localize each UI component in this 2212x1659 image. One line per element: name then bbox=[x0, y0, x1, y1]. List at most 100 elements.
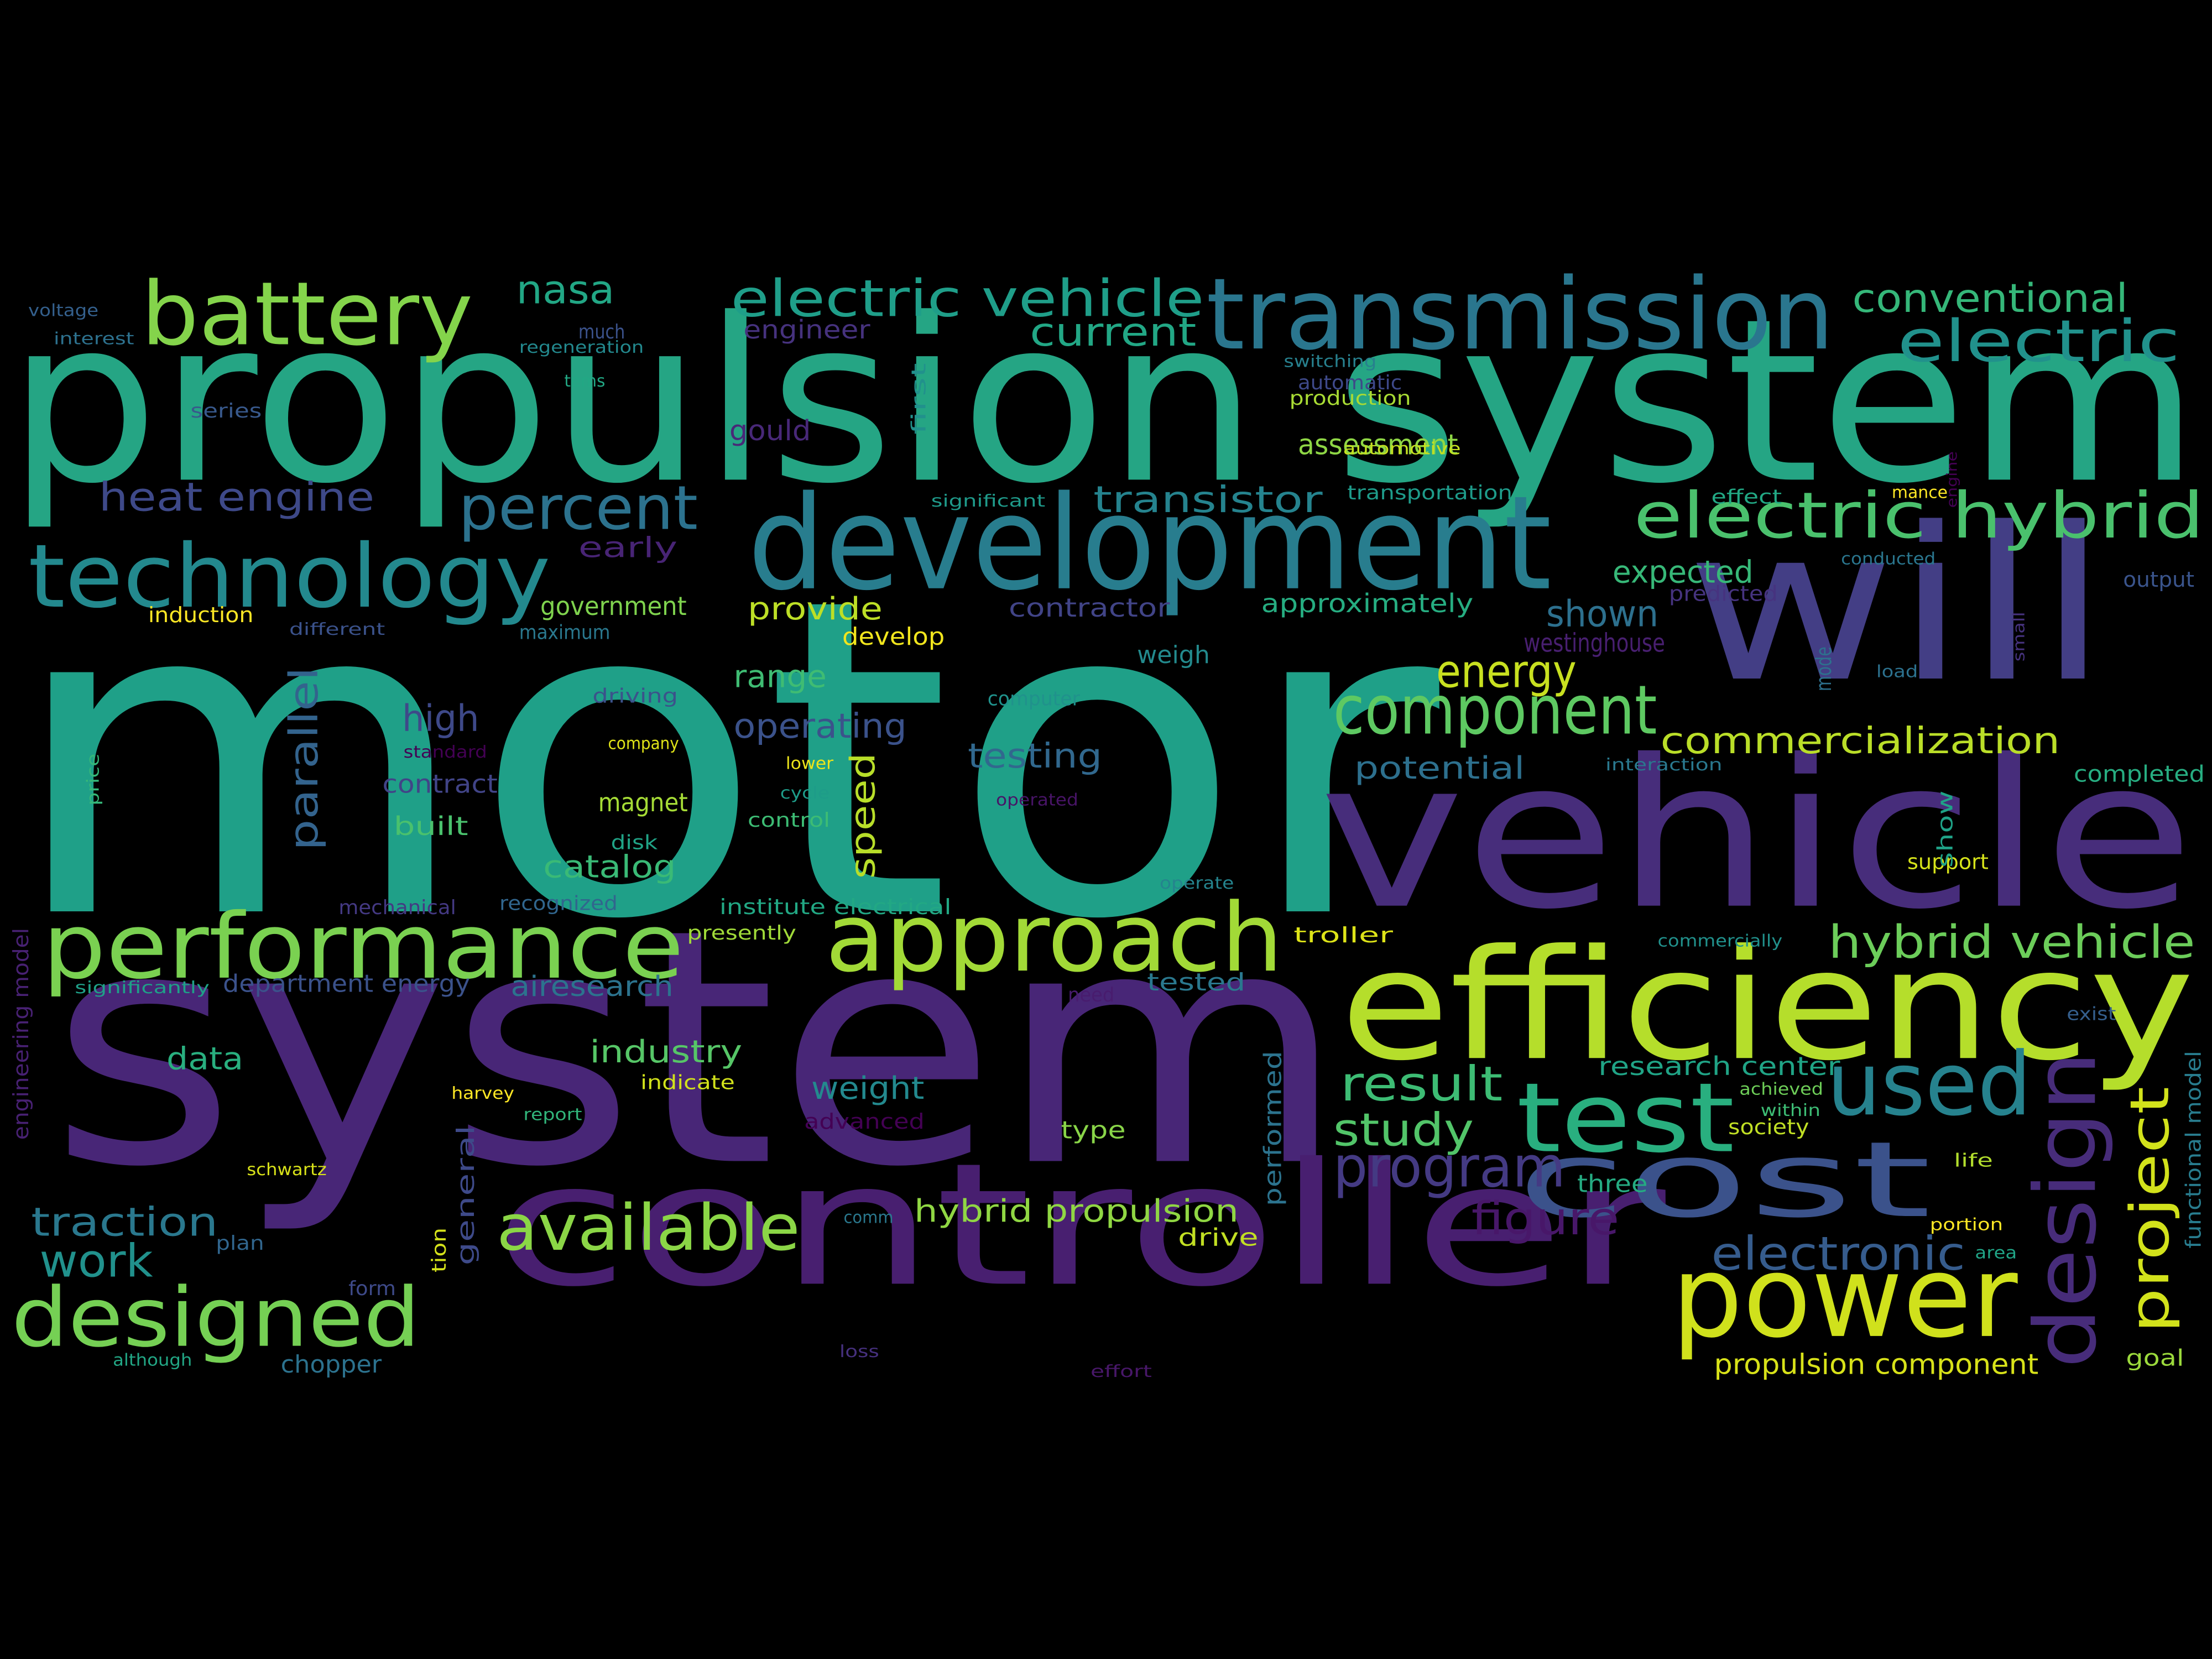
cloud-word-development: development bbox=[748, 468, 1552, 619]
cloud-word-switching: switching bbox=[1284, 351, 1377, 371]
cloud-word-interaction: interaction bbox=[1605, 754, 1723, 775]
cloud-word-heat-engine: heat engine bbox=[98, 474, 375, 521]
cloud-word-small: small bbox=[2010, 612, 2029, 662]
cloud-word-department-energy: department energy bbox=[223, 971, 471, 999]
cloud-word-mode: mode bbox=[1811, 646, 1837, 691]
cloud-word-system: system bbox=[49, 862, 1347, 1239]
cloud-word-cycle: cycle bbox=[780, 782, 830, 803]
cloud-word-mechanical: mechanical bbox=[338, 897, 456, 920]
cloud-word-vehicle: vehicle bbox=[1319, 716, 2195, 956]
cloud-word-general: general bbox=[452, 1125, 481, 1266]
cloud-word-power: power bbox=[1671, 1232, 2018, 1363]
cloud-word-project: project bbox=[2119, 1086, 2181, 1333]
cloud-word-hybrid-propulsion: hybrid propulsion bbox=[914, 1194, 1239, 1230]
cloud-word-available: available bbox=[496, 1191, 800, 1266]
cloud-word-high: high bbox=[402, 698, 479, 741]
cloud-word-engineering-model: engineering model bbox=[8, 927, 34, 1140]
cloud-word-comm: comm bbox=[843, 1207, 894, 1228]
cloud-word-current: current bbox=[1030, 309, 1197, 356]
cloud-word-presently: presently bbox=[687, 922, 797, 946]
cloud-word-transistor: transistor bbox=[1093, 479, 1323, 522]
cloud-word-computer: computer bbox=[987, 688, 1080, 711]
cloud-word-driving: driving bbox=[592, 685, 678, 708]
cloud-word-maximum: maximum bbox=[519, 622, 611, 645]
cloud-word-conventional: conventional bbox=[1852, 275, 2128, 322]
cloud-word-although: although bbox=[113, 1350, 192, 1370]
cloud-word-need: need bbox=[1068, 984, 1115, 1008]
cloud-word-form: form bbox=[348, 1278, 396, 1301]
cloud-word-electric: electric bbox=[1897, 307, 2180, 375]
cloud-word-significant: significant bbox=[931, 491, 1046, 511]
cloud-word-result: result bbox=[1340, 1056, 1503, 1113]
cloud-word-contractor: contractor bbox=[1008, 593, 1170, 624]
cloud-word-potential: potential bbox=[1354, 752, 1525, 787]
cloud-word-efficiency: efficiency bbox=[1340, 918, 2195, 1095]
cloud-word-program: program bbox=[1333, 1135, 1566, 1201]
cloud-word-operating: operating bbox=[733, 707, 907, 747]
cloud-word-testing: testing bbox=[968, 736, 1102, 776]
cloud-word-hybrid-vehicle: hybrid vehicle bbox=[1828, 915, 2195, 969]
cloud-word-regeneration: regeneration bbox=[519, 337, 644, 357]
cloud-word-speed: speed bbox=[843, 753, 883, 879]
cloud-word-assessment: assessment bbox=[1297, 427, 1458, 462]
cloud-word-provide: provide bbox=[748, 592, 883, 628]
cloud-word-induction: induction bbox=[148, 602, 254, 628]
cloud-word-predicted: predicted bbox=[1668, 581, 1778, 607]
cloud-word-chopper: chopper bbox=[280, 1351, 382, 1380]
cloud-word-completed: completed bbox=[2074, 760, 2205, 787]
cloud-word-disk: disk bbox=[611, 832, 658, 855]
cloud-word-production: production bbox=[1289, 388, 1411, 411]
cloud-word-commercialization: commercialization bbox=[1660, 721, 2060, 764]
cloud-word-effect: effect bbox=[1711, 487, 1782, 509]
cloud-word-life: life bbox=[1954, 1151, 1993, 1172]
cloud-word-voltage: voltage bbox=[28, 300, 99, 321]
cloud-word-significantly: significantly bbox=[75, 977, 210, 998]
cloud-word-interest: interest bbox=[53, 328, 134, 349]
cloud-word-transportation: transportation bbox=[1347, 482, 1512, 505]
cloud-word-motor: motor bbox=[7, 506, 1439, 1016]
cloud-word-report: report bbox=[523, 1104, 582, 1125]
cloud-word-commercially: commercially bbox=[1657, 931, 1783, 951]
cloud-word-loss: loss bbox=[839, 1342, 879, 1361]
cloud-word-electric-hybrid: electric hybrid bbox=[1634, 478, 2204, 553]
cloud-word-recognized: recognized bbox=[499, 893, 618, 916]
cloud-word-lower: lower bbox=[785, 753, 834, 773]
cloud-word-designed: designed bbox=[11, 1269, 420, 1366]
cloud-word-society: society bbox=[1728, 1114, 1809, 1140]
cloud-word-energy: energy bbox=[1436, 644, 1577, 698]
cloud-word-catalog: catalog bbox=[543, 851, 676, 886]
cloud-word-price: price bbox=[83, 753, 103, 806]
cloud-word-schwartz: schwartz bbox=[247, 1159, 327, 1180]
cloud-word-propulsion-component: propulsion component bbox=[1714, 1347, 2039, 1381]
cloud-word-weigh: weigh bbox=[1137, 641, 1210, 670]
cloud-word-technology: technology bbox=[28, 524, 551, 628]
cloud-word-automotive: automotive bbox=[1343, 439, 1461, 459]
cloud-word-three: three bbox=[1577, 1171, 1648, 1199]
cloud-word-plan: plan bbox=[216, 1233, 264, 1256]
cloud-word-operate: operate bbox=[1159, 873, 1234, 893]
cloud-word-troller: troller bbox=[1293, 922, 1393, 948]
cloud-word-early: early bbox=[578, 530, 678, 565]
cloud-word-indicate: indicate bbox=[640, 1072, 735, 1095]
cloud-word-government: government bbox=[540, 592, 687, 622]
cloud-word-weight: weight bbox=[811, 1072, 925, 1108]
cloud-word-battery: battery bbox=[141, 262, 473, 366]
cloud-word-controller: controller bbox=[493, 1128, 1666, 1325]
cloud-word-portion: portion bbox=[1929, 1214, 2004, 1235]
cloud-word-test: test bbox=[1516, 1063, 1735, 1175]
cloud-word-tion: tion bbox=[429, 1227, 452, 1273]
cloud-word-design: design bbox=[2017, 1051, 2116, 1369]
cloud-word-expected: expected bbox=[1612, 556, 1754, 591]
cloud-word-area: area bbox=[1975, 1243, 2017, 1263]
cloud-word-type: type bbox=[1061, 1117, 1126, 1146]
cloud-word-airesearch: airesearch bbox=[510, 969, 674, 1003]
cloud-word-first: first bbox=[908, 363, 931, 435]
cloud-word-research-center: research center bbox=[1598, 1052, 1840, 1082]
cloud-word-electric-vehicle: electric vehicle bbox=[731, 270, 1204, 329]
cloud-word-engine: engine bbox=[1945, 451, 1961, 508]
cloud-word-harvey: harvey bbox=[451, 1083, 514, 1103]
cloud-word-parallel: parallel bbox=[280, 667, 327, 851]
cloud-word-gould: gould bbox=[729, 413, 811, 447]
cloud-word-institute-electrical: institute electrical bbox=[719, 894, 952, 920]
cloud-word-range: range bbox=[733, 660, 827, 696]
